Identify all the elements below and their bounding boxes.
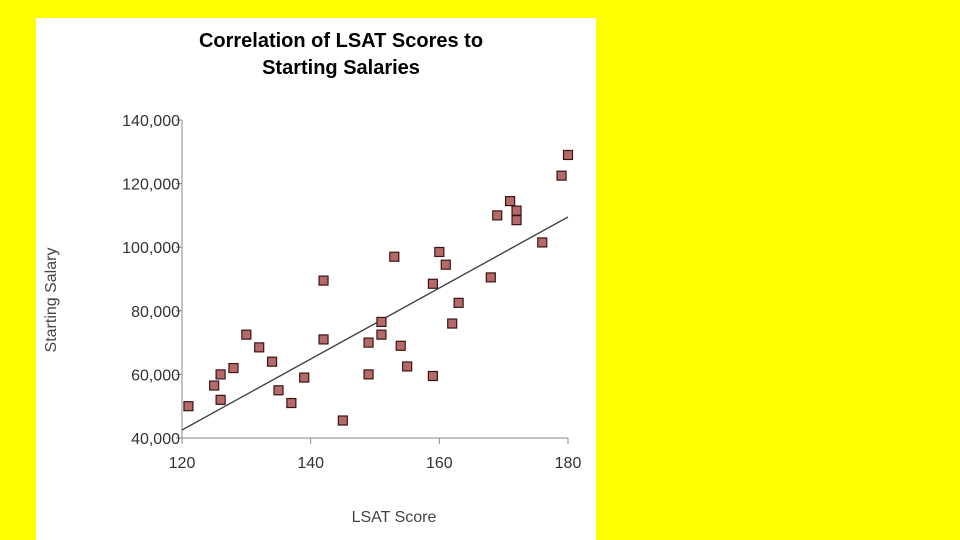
data-point xyxy=(389,251,400,262)
chart-title-line-1: Correlation of LSAT Scores to xyxy=(199,30,483,52)
data-point xyxy=(318,334,329,345)
y-axis-ticks: 40,000 60,000 80,000 100,000 120,000 140,000 xyxy=(122,113,182,448)
chart-panel: Correlation of LSAT Scores to Starting S… xyxy=(36,18,596,540)
data-point xyxy=(427,278,438,289)
data-point xyxy=(556,170,567,181)
data-point xyxy=(485,272,496,283)
data-point xyxy=(505,195,516,207)
data-point xyxy=(453,297,464,308)
data-point xyxy=(376,329,387,340)
data-point xyxy=(537,237,548,248)
y-tick-label: 40,000 xyxy=(131,431,180,448)
data-point xyxy=(254,342,265,353)
data-points xyxy=(183,149,574,426)
x-axis-ticks: 120 140 160 180 xyxy=(169,438,582,472)
data-point xyxy=(427,370,438,382)
scatter-chart: Correlation of LSAT Scores to Starting S… xyxy=(43,30,582,526)
data-point xyxy=(492,210,503,221)
data-point xyxy=(228,362,239,374)
data-point xyxy=(266,356,278,367)
data-point xyxy=(395,340,406,351)
data-point xyxy=(286,397,297,409)
data-point xyxy=(363,337,374,348)
data-point xyxy=(402,361,413,372)
data-point xyxy=(215,394,226,405)
data-point xyxy=(376,316,387,328)
data-point xyxy=(241,329,252,340)
y-tick-label: 100,000 xyxy=(122,240,180,257)
y-tick-label: 60,000 xyxy=(131,367,180,384)
data-point xyxy=(447,318,458,329)
chart-title-line-2: Starting Salaries xyxy=(262,57,420,79)
data-point xyxy=(299,372,310,383)
x-tick-label: 160 xyxy=(426,455,453,472)
data-point xyxy=(440,259,451,270)
x-tick-label: 140 xyxy=(297,455,324,472)
trend-line-group xyxy=(181,216,569,431)
x-tick-label: 180 xyxy=(555,455,582,472)
data-point xyxy=(215,369,226,380)
data-point xyxy=(273,385,284,396)
y-tick-label: 80,000 xyxy=(131,304,180,321)
trend-line xyxy=(181,216,569,431)
x-axis-title: LSAT Score xyxy=(352,509,437,526)
data-point xyxy=(183,401,194,412)
x-tick-label: 120 xyxy=(169,455,196,472)
y-tick-label: 140,000 xyxy=(122,113,180,130)
data-point xyxy=(511,205,522,216)
data-point xyxy=(318,275,329,286)
data-point xyxy=(209,380,220,391)
y-tick-label: 120,000 xyxy=(122,177,180,194)
y-axis-title: Starting Salary xyxy=(43,248,60,353)
data-point xyxy=(511,215,522,226)
data-point xyxy=(562,149,574,161)
data-point xyxy=(434,246,445,258)
data-point xyxy=(363,369,374,380)
data-point xyxy=(337,415,348,426)
